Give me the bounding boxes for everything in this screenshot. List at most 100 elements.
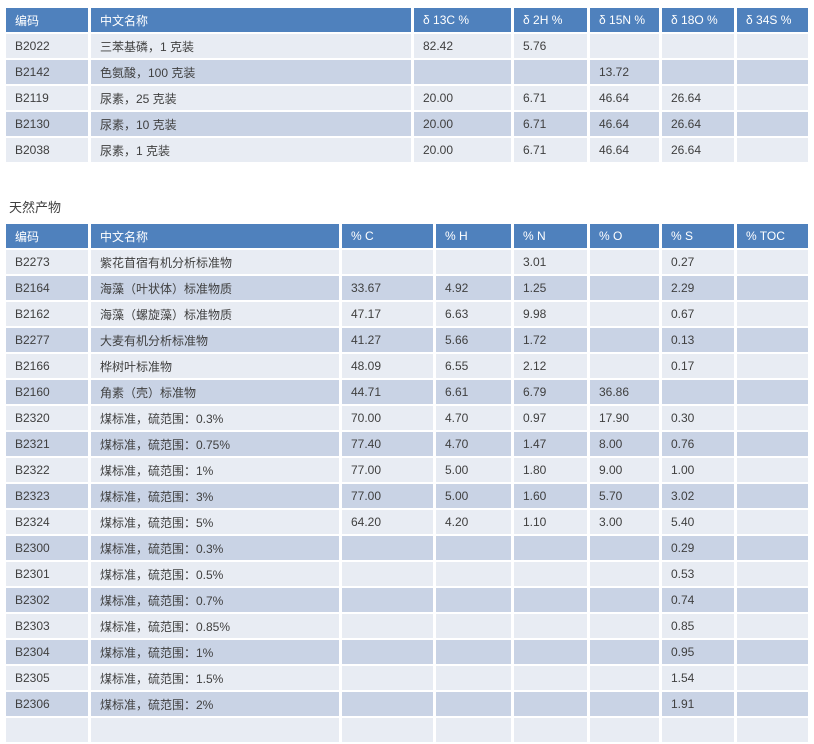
isotope-standards-table: 编码 中文名称 δ 13C % δ 2H % δ 15N % δ 18O % δ 34S %… [6, 8, 808, 164]
value-cell [590, 250, 662, 276]
code-cell: B2301 [6, 562, 91, 588]
value-cell [737, 458, 808, 484]
value-cell: 5.66 [436, 328, 514, 354]
value-cell [737, 380, 808, 406]
value-cell [737, 354, 808, 380]
column-header: % H [436, 224, 514, 250]
column-header: 编码 [6, 8, 91, 34]
value-cell [737, 588, 808, 614]
value-cell [514, 692, 590, 718]
header-row: 编码 中文名称 δ 13C % δ 2H % δ 15N % δ 18O % δ 34S % [6, 8, 808, 34]
value-cell: 9.00 [590, 458, 662, 484]
document-page: 编码 中文名称 δ 13C % δ 2H % δ 15N % δ 18O % δ 34S %… [6, 8, 808, 744]
value-cell: 1.60 [514, 484, 590, 510]
value-cell [662, 34, 737, 60]
value-cell [590, 302, 662, 328]
name-cell: 煤标准，硫范围：2% [91, 692, 342, 718]
value-cell: 1.91 [662, 692, 737, 718]
table-row: B2320 煤标准，硫范围：0.3% 70.00 4.70 0.97 17.90 0.30 [6, 406, 808, 432]
value-cell [662, 718, 737, 744]
value-cell [342, 614, 436, 640]
value-cell: 36.86 [590, 380, 662, 406]
value-cell: 17.90 [590, 406, 662, 432]
value-cell: 1.10 [514, 510, 590, 536]
code-cell: B2277 [6, 328, 91, 354]
value-cell [342, 536, 436, 562]
value-cell: 0.17 [662, 354, 737, 380]
value-cell [590, 536, 662, 562]
name-cell: 煤标准，硫范围：3% [91, 484, 342, 510]
value-cell [737, 640, 808, 666]
column-header: 编码 [6, 224, 91, 250]
value-cell: 1.54 [662, 666, 737, 692]
name-cell: 海藻（螺旋藻）标准物质 [91, 302, 342, 328]
code-cell: B2022 [6, 34, 91, 60]
code-cell: B2305 [6, 666, 91, 692]
value-cell: 46.64 [590, 86, 662, 112]
table-row: B2142 色氨酸，100 克装 13.72 [6, 60, 808, 86]
name-cell: 尿素，1 克装 [91, 138, 414, 164]
value-cell [514, 666, 590, 692]
value-cell [514, 536, 590, 562]
value-cell: 33.67 [342, 276, 436, 302]
value-cell [590, 354, 662, 380]
name-cell: 煤标准，硫范围：5% [91, 510, 342, 536]
value-cell: 0.13 [662, 328, 737, 354]
value-cell [737, 86, 808, 112]
value-cell: 48.09 [342, 354, 436, 380]
value-cell [342, 588, 436, 614]
value-cell [590, 666, 662, 692]
value-cell: 3.02 [662, 484, 737, 510]
value-cell: 0.74 [662, 588, 737, 614]
table-row: B2166 桦树叶标准物 48.09 6.55 2.12 0.17 [6, 354, 808, 380]
value-cell: 6.71 [514, 138, 590, 164]
code-cell: B2324 [6, 510, 91, 536]
value-cell [737, 302, 808, 328]
value-cell: 1.25 [514, 276, 590, 302]
name-cell: 三苯基磷，1 克装 [91, 34, 414, 60]
name-cell: 紫花苜宿有机分析标准物 [91, 250, 342, 276]
code-cell: B2130 [6, 112, 91, 138]
value-cell: 4.92 [436, 276, 514, 302]
table-row: B2160 角素（壳）标准物 44.71 6.61 6.79 36.86 [6, 380, 808, 406]
table-row: B2301 煤标准，硫范围：0.5% 0.53 [6, 562, 808, 588]
table-row: B2324 煤标准，硫范围：5% 64.20 4.20 1.10 3.00 5.40 [6, 510, 808, 536]
table-row: B2038 尿素，1 克装 20.00 6.71 46.64 26.64 [6, 138, 808, 164]
value-cell: 26.64 [662, 138, 737, 164]
value-cell [514, 588, 590, 614]
value-cell: 0.95 [662, 640, 737, 666]
code-cell: B2142 [6, 60, 91, 86]
value-cell: 5.76 [514, 34, 590, 60]
value-cell [436, 562, 514, 588]
value-cell [737, 406, 808, 432]
value-cell [514, 60, 590, 86]
code-cell: B2323 [6, 484, 91, 510]
value-cell: 47.17 [342, 302, 436, 328]
code-cell: B2322 [6, 458, 91, 484]
column-header: δ 15N % [590, 8, 662, 34]
name-cell: 尿素，25 克装 [91, 86, 414, 112]
value-cell: 6.63 [436, 302, 514, 328]
value-cell [737, 666, 808, 692]
value-cell: 41.27 [342, 328, 436, 354]
value-cell: 13.72 [590, 60, 662, 86]
value-cell: 0.27 [662, 250, 737, 276]
value-cell: 44.71 [342, 380, 436, 406]
name-cell: 尿素，10 克装 [91, 112, 414, 138]
name-cell: 煤标准，硫范围：0.3% [91, 406, 342, 432]
name-cell: 煤标准，硫范围：0.85% [91, 614, 342, 640]
code-cell: B2320 [6, 406, 91, 432]
table-row: B2162 海藻（螺旋藻）标准物质 47.17 6.63 9.98 0.67 [6, 302, 808, 328]
value-cell: 2.12 [514, 354, 590, 380]
table-row: B2302 煤标准，硫范围：0.7% 0.74 [6, 588, 808, 614]
value-cell: 2.29 [662, 276, 737, 302]
value-cell [590, 276, 662, 302]
code-cell: B2300 [6, 536, 91, 562]
value-cell: 20.00 [414, 86, 514, 112]
value-cell [737, 510, 808, 536]
value-cell: 6.55 [436, 354, 514, 380]
value-cell [737, 484, 808, 510]
value-cell [436, 666, 514, 692]
value-cell: 5.40 [662, 510, 737, 536]
name-cell: 角素（壳）标准物 [91, 380, 342, 406]
